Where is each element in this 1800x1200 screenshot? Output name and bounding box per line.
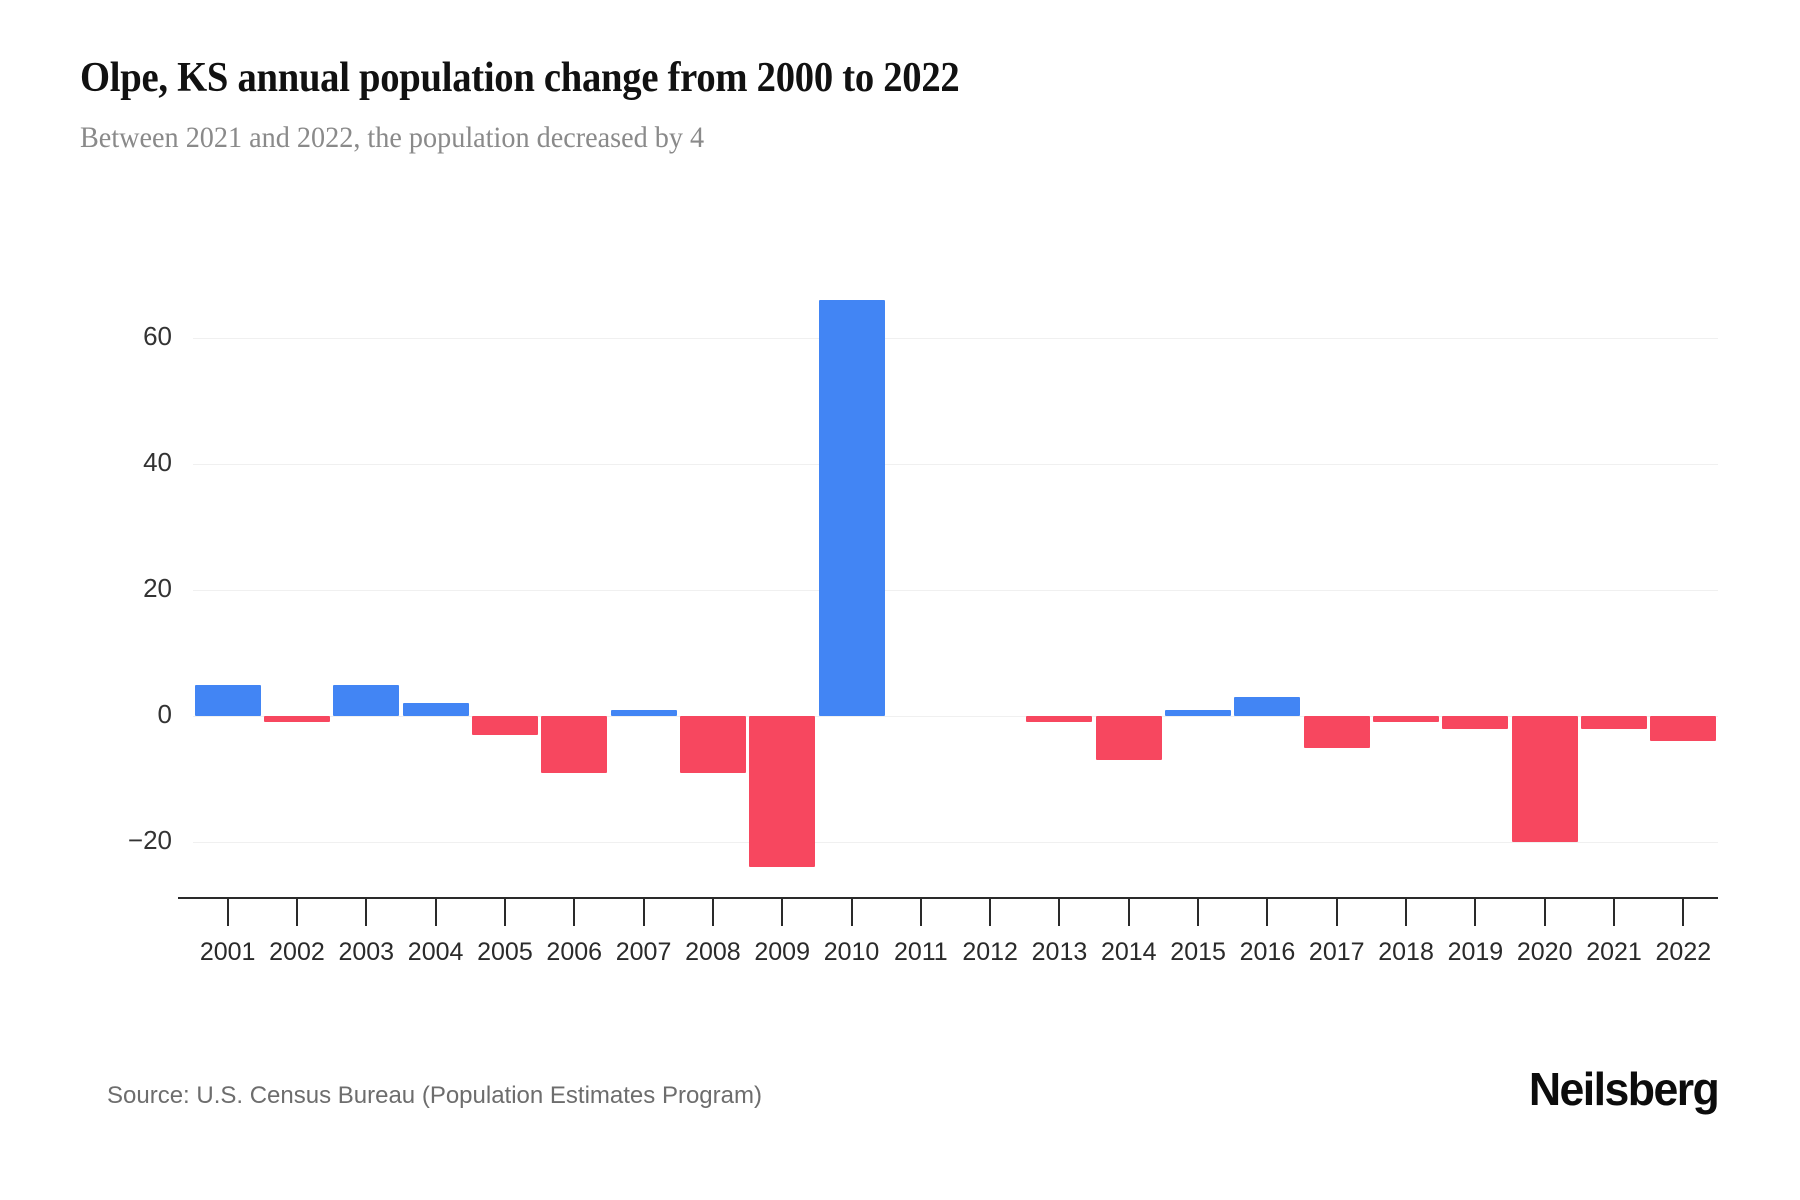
- x-axis-tick: [573, 899, 576, 926]
- bar-2021[interactable]: [1581, 716, 1648, 729]
- y-gridline: [193, 590, 1718, 591]
- x-axis-tick: [434, 899, 437, 926]
- x-axis-tick: [1266, 899, 1269, 926]
- x-axis-tick: [295, 899, 298, 926]
- x-axis-label-2004: 2004: [407, 938, 464, 966]
- bar-2008[interactable]: [679, 716, 746, 773]
- x-axis-line: [178, 897, 1718, 899]
- y-gridline: [193, 716, 1718, 717]
- x-axis-tick: [1613, 899, 1616, 926]
- x-axis-label-2010: 2010: [823, 938, 880, 966]
- bar-2013[interactable]: [1026, 716, 1093, 723]
- x-axis-label-2017: 2017: [1308, 938, 1365, 966]
- bar-2003[interactable]: [333, 684, 400, 716]
- x-axis-tick: [989, 899, 992, 926]
- x-axis-label-2011: 2011: [893, 938, 948, 966]
- x-axis-tick: [1335, 899, 1338, 926]
- y-gridline: [193, 464, 1718, 465]
- x-axis-label-2005: 2005: [477, 938, 533, 966]
- x-axis-label-2008: 2008: [685, 938, 741, 966]
- x-axis-tick: [919, 899, 922, 926]
- bar-2002[interactable]: [263, 716, 330, 723]
- x-axis-tick: [850, 899, 853, 926]
- x-axis-label-2021: 2021: [1586, 938, 1642, 966]
- x-axis-label-2012: 2012: [962, 938, 1018, 966]
- page-subtitle: Between 2021 and 2022, the population de…: [80, 121, 705, 154]
- x-axis-label-2014: 2014: [1100, 938, 1157, 966]
- bar-2001[interactable]: [194, 684, 261, 716]
- x-axis-tick: [365, 899, 368, 926]
- x-axis-tick: [1058, 899, 1061, 926]
- x-axis-label-2019: 2019: [1447, 938, 1504, 966]
- x-axis-label-2002: 2002: [269, 938, 325, 966]
- x-axis-tick: [711, 899, 714, 926]
- y-axis-label: 20: [143, 573, 172, 603]
- bar-2017[interactable]: [1303, 716, 1370, 748]
- y-axis-label: −20: [127, 825, 172, 855]
- x-axis-label-2020: 2020: [1516, 938, 1573, 966]
- bar-2009[interactable]: [749, 716, 816, 868]
- x-axis-tick: [781, 899, 784, 926]
- brand-logo: Neilsberg: [1528, 1063, 1720, 1115]
- y-axis-label: 0: [157, 699, 172, 729]
- x-axis-label-2015: 2015: [1170, 938, 1226, 966]
- bar-2020[interactable]: [1511, 716, 1578, 842]
- bar-2016[interactable]: [1234, 697, 1301, 716]
- x-axis-tick: [1127, 899, 1130, 926]
- x-axis-label-2006: 2006: [546, 938, 603, 966]
- bar-2010[interactable]: [818, 300, 885, 716]
- bar-2014[interactable]: [1095, 716, 1162, 761]
- bar-2022[interactable]: [1650, 716, 1717, 742]
- x-axis-tick: [226, 899, 229, 926]
- bar-2007[interactable]: [610, 709, 677, 716]
- x-axis-label-2003: 2003: [338, 938, 395, 966]
- x-axis-tick: [1682, 899, 1685, 926]
- bar-2015[interactable]: [1165, 709, 1232, 716]
- bar-2005[interactable]: [471, 716, 538, 735]
- x-axis-tick: [1474, 899, 1477, 926]
- x-axis-tick: [1405, 899, 1408, 926]
- x-axis-tick: [1197, 899, 1200, 926]
- x-axis-label-2007: 2007: [615, 938, 672, 966]
- x-axis-label-2022: 2022: [1655, 938, 1712, 966]
- x-axis-label-2001: 2001: [199, 938, 256, 966]
- y-gridline: [193, 338, 1718, 339]
- source-note: Source: U.S. Census Bureau (Population E…: [107, 1082, 762, 1109]
- bar-2006[interactable]: [541, 716, 608, 773]
- y-axis-label: 40: [143, 447, 172, 477]
- x-axis-label-2018: 2018: [1378, 938, 1434, 966]
- x-axis-label-2009: 2009: [754, 938, 810, 966]
- x-axis-label-2016: 2016: [1239, 938, 1296, 966]
- bar-2004[interactable]: [402, 703, 469, 716]
- y-gridline: [193, 842, 1718, 843]
- y-axis-label: 60: [143, 321, 172, 351]
- bar-2018[interactable]: [1373, 716, 1440, 723]
- x-axis-tick: [503, 899, 506, 926]
- x-axis-tick: [642, 899, 645, 926]
- bar-2019[interactable]: [1442, 716, 1509, 729]
- page-title: Olpe, KS annual population change from 2…: [80, 55, 960, 101]
- x-axis-tick: [1543, 899, 1546, 926]
- x-axis-label-2013: 2013: [1031, 938, 1088, 966]
